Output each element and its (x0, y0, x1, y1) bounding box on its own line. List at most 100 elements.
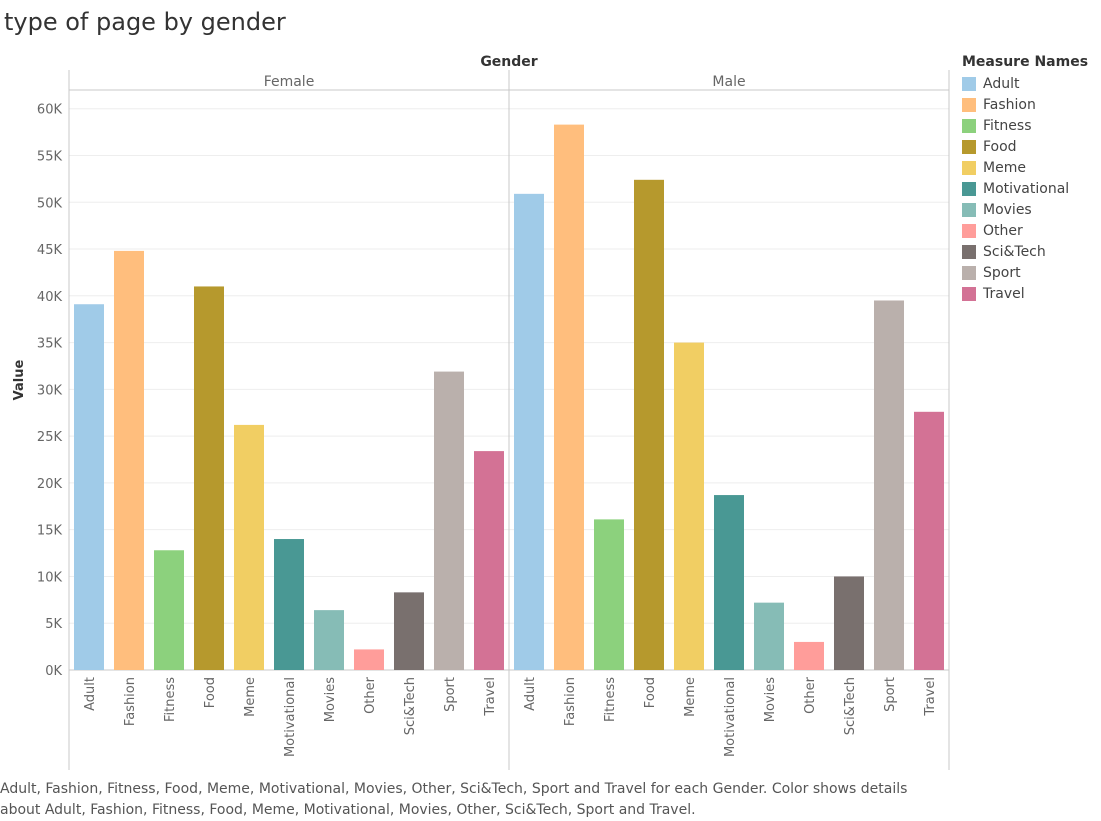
column-header-title: Gender (480, 54, 537, 70)
x-tick-label: Movies (763, 677, 778, 722)
legend[interactable]: Measure Names Adult Fashion Fitness Food Mem… (962, 54, 1088, 304)
legend-label: Travel (983, 285, 1025, 302)
x-tick-label: Food (643, 677, 658, 708)
legend-item-adult[interactable]: Adult (962, 73, 1088, 94)
legend-swatch (962, 181, 976, 196)
x-tick-label: Travel (483, 677, 498, 717)
x-tick-label: Sport (883, 677, 898, 712)
legend-title: Measure Names (962, 54, 1089, 70)
bar-female-other[interactable] (354, 649, 384, 670)
legend-label: Food (983, 138, 1017, 155)
legend-item-sport[interactable]: Sport (962, 262, 1088, 283)
bar-female-fashion[interactable] (114, 250, 144, 670)
bar-female-sci-tech[interactable] (394, 592, 424, 670)
x-tick-label: Adult (83, 677, 98, 711)
legend-swatch (962, 265, 976, 280)
x-tick-label: Adult (523, 677, 538, 711)
x-tick-label: Meme (243, 677, 258, 717)
legend-item-fitness[interactable]: Fitness (962, 115, 1088, 136)
legend-swatch (962, 97, 976, 112)
legend-swatch (962, 118, 976, 133)
bar-female-fitness[interactable] (154, 550, 184, 670)
y-tick-label: 55K (37, 149, 63, 164)
bar-female-motivational[interactable] (274, 539, 304, 670)
x-tick-label: Fitness (603, 677, 618, 722)
legend-label: Other (983, 222, 1023, 239)
chart-title: type of page by gender (4, 8, 286, 36)
bar-male-food[interactable] (634, 179, 664, 670)
legend-item-movies[interactable]: Movies (962, 199, 1088, 220)
bar-female-travel[interactable] (474, 451, 504, 670)
y-tick-label: 20K (37, 477, 63, 492)
legend-label: Sport (983, 264, 1021, 281)
legend-label: Sci&Tech (983, 243, 1046, 260)
y-tick-label: 50K (37, 196, 63, 211)
legend-swatch (962, 139, 976, 154)
panel-label-female: Female (264, 74, 315, 90)
y-tick-label: 60K (37, 103, 63, 118)
bar-male-sport[interactable] (874, 300, 904, 670)
bar-female-movies[interactable] (314, 610, 344, 670)
legend-swatch (962, 223, 976, 238)
x-tick-label: Travel (923, 677, 938, 717)
legend-swatch (962, 76, 976, 91)
x-tick-label: Motivational (283, 677, 298, 757)
y-tick-label: 0K (45, 664, 62, 679)
legend-label: Fitness (983, 117, 1032, 134)
x-tick-label: Sci&Tech (403, 677, 418, 735)
legend-item-motivational[interactable]: Motivational (962, 178, 1088, 199)
y-tick-label: 25K (37, 430, 63, 445)
legend-item-fashion[interactable]: Fashion (962, 94, 1088, 115)
y-tick-label: 45K (37, 243, 63, 258)
x-tick-label: Meme (683, 677, 698, 717)
bar-male-fitness[interactable] (594, 519, 624, 670)
x-tick-label: Other (803, 676, 818, 714)
y-tick-label: 40K (37, 290, 63, 305)
legend-label: Motivational (983, 180, 1070, 197)
y-tick-label: 10K (37, 570, 63, 585)
legend-item-meme[interactable]: Meme (962, 157, 1088, 178)
bar-female-sport[interactable] (434, 371, 464, 670)
y-tick-label: 30K (37, 383, 63, 398)
bar-female-adult[interactable] (74, 304, 104, 670)
bar-male-meme[interactable] (674, 342, 704, 670)
panel-label-male: Male (712, 74, 745, 90)
x-tick-label: Movies (323, 677, 338, 722)
legend-label: Fashion (983, 96, 1036, 113)
bar-male-motivational[interactable] (714, 495, 744, 670)
x-tick-label: Fashion (563, 677, 578, 726)
x-tick-label: Fitness (163, 677, 178, 722)
legend-swatch (962, 202, 976, 217)
legend-item-travel[interactable]: Travel (962, 283, 1088, 304)
chart-caption: Adult, Fashion, Fitness, Food, Meme, Mot… (0, 781, 908, 818)
x-tick-label: Sci&Tech (843, 677, 858, 735)
legend-label: Movies (983, 201, 1032, 218)
x-tick-label: Fashion (123, 677, 138, 726)
bar-male-travel[interactable] (914, 411, 944, 670)
legend-item-other[interactable]: Other (962, 220, 1088, 241)
y-axis-label: Value (12, 359, 27, 400)
legend-item-sci-tech[interactable]: Sci&Tech (962, 241, 1088, 262)
x-tick-label: Other (363, 676, 378, 714)
x-tick-label: Food (203, 677, 218, 708)
legend-label: Meme (983, 159, 1026, 176)
bar-male-fashion[interactable] (554, 124, 584, 670)
bar-male-other[interactable] (794, 641, 824, 670)
x-tick-label: Sport (443, 677, 458, 712)
bar-female-meme[interactable] (234, 424, 264, 670)
legend-swatch (962, 160, 976, 175)
bar-male-sci-tech[interactable] (834, 576, 864, 670)
legend-label: Adult (983, 75, 1020, 92)
bar-female-food[interactable] (194, 286, 224, 670)
bar-male-adult[interactable] (514, 193, 544, 670)
legend-swatch (962, 286, 976, 301)
x-tick-label: Motivational (723, 677, 738, 757)
legend-item-food[interactable]: Food (962, 136, 1088, 157)
bar-chart: Gender 0K 5K 10K 15K 20K 25K 30K 35K 40K 45K 50K 55K… (12, 54, 950, 770)
legend-swatch (962, 244, 976, 259)
y-tick-label: 35K (37, 337, 63, 352)
y-tick-label: 15K (37, 524, 63, 539)
y-tick-label: 5K (45, 617, 62, 632)
bar-male-movies[interactable] (754, 602, 784, 670)
legend-items: Adult Fashion Fitness Food Meme Motivational M… (962, 73, 1088, 304)
